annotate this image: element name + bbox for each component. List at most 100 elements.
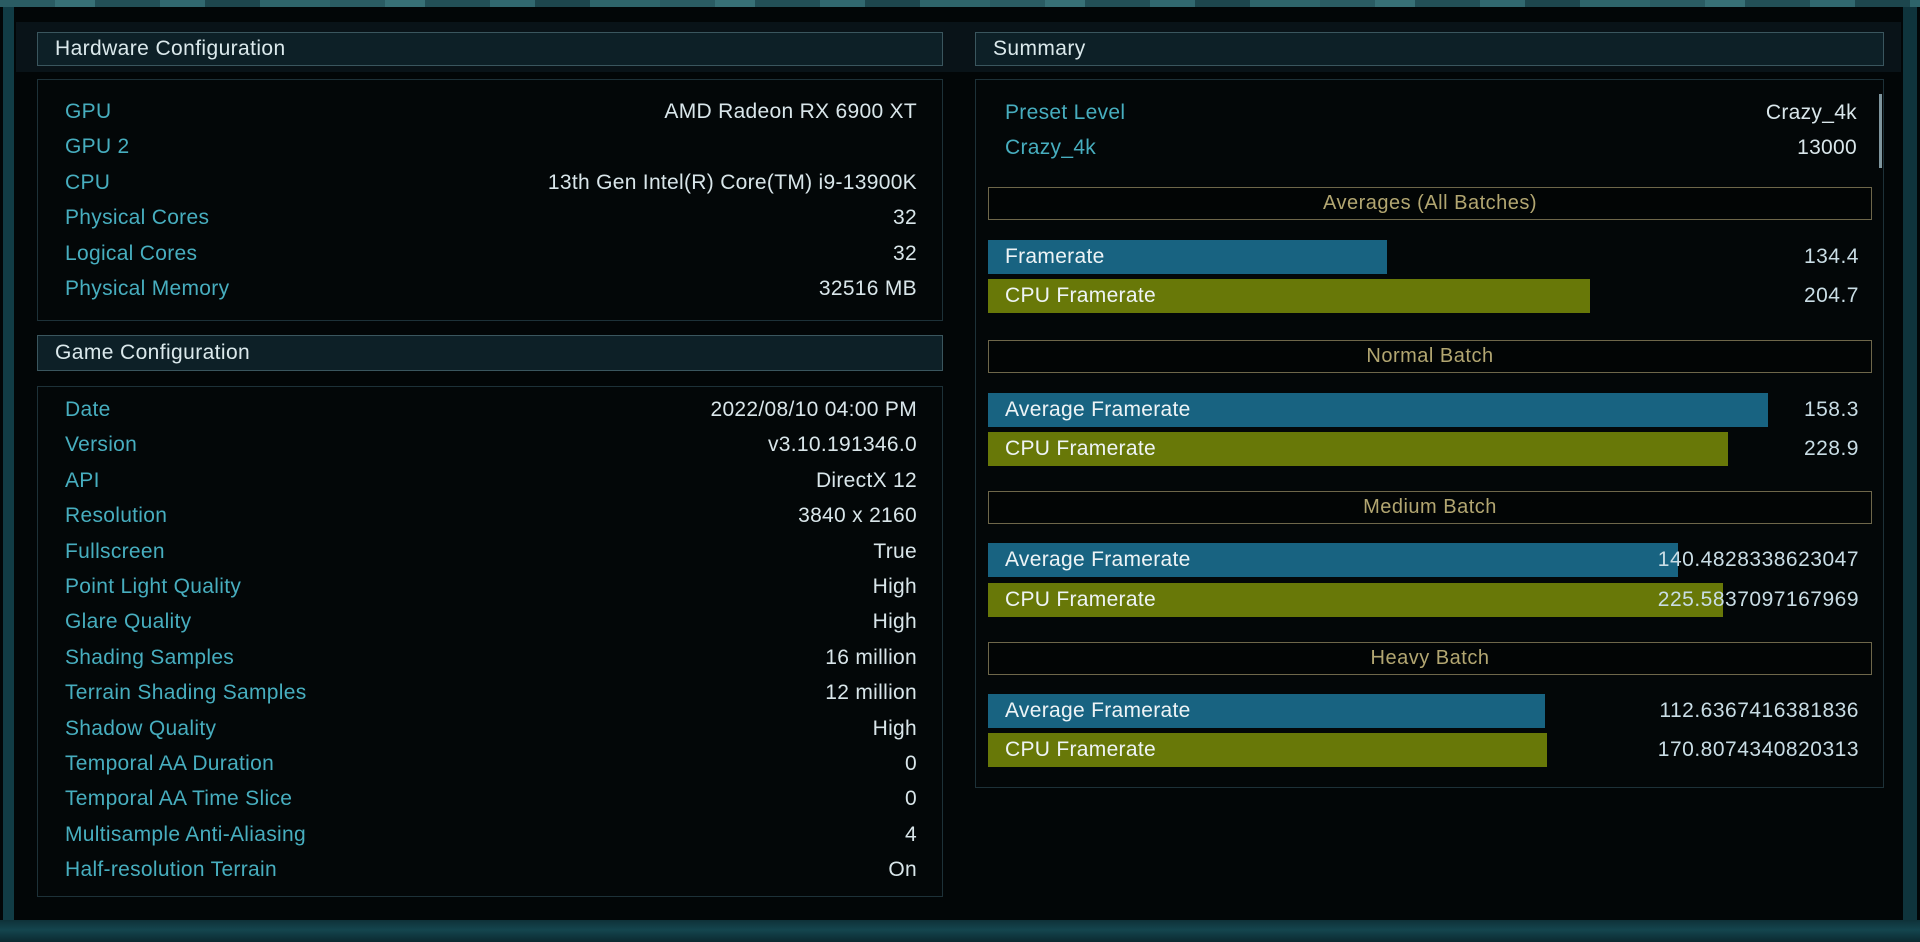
config-row: Shading Samples 16 million xyxy=(38,640,942,675)
config-value: 2022/08/10 04:00 PM xyxy=(710,398,917,421)
config-label: GPU xyxy=(65,100,112,123)
bar-value: 112.6367416381836 xyxy=(1659,699,1859,722)
config-label: Glare Quality xyxy=(65,610,192,634)
config-row: Version v3.10.191346.0 xyxy=(38,427,942,462)
bar-label: Average Framerate xyxy=(1005,548,1191,571)
config-value: On xyxy=(888,858,917,882)
config-value: High xyxy=(872,716,917,740)
game-config-list: Date 2022/08/10 04:00 PM Version v3.10.1913… xyxy=(37,386,943,897)
config-label: Version xyxy=(65,433,138,457)
bar-value: 140.4828338623047 xyxy=(1657,548,1859,571)
batch-section-header: Normal Batch xyxy=(988,340,1872,373)
bar-value: 134.4 xyxy=(1803,245,1859,268)
cpu-framerate-bar xyxy=(988,279,1590,313)
summary-header: Summary xyxy=(975,32,1884,66)
config-value: 32516 MB xyxy=(818,276,917,300)
config-label: CPU xyxy=(65,170,111,194)
config-row: Half-resolution Terrain On xyxy=(38,852,942,887)
window-right-border xyxy=(1903,7,1917,922)
cpu-framerate-bar xyxy=(988,733,1548,767)
config-label: Point Light Quality xyxy=(65,574,242,598)
config-row: Multisample Anti-Aliasing 4 xyxy=(38,817,942,852)
batch-section-title: Normal Batch xyxy=(1366,345,1494,367)
config-row: API DirectX 12 xyxy=(38,463,942,498)
config-row: CPU 13th Gen Intel(R) Core(TM) i9-13900K xyxy=(38,165,942,200)
config-row: Physical Cores 32 xyxy=(38,200,942,235)
bar-label: Average Framerate xyxy=(1005,699,1191,722)
gpu-framerate-bar xyxy=(988,543,1679,577)
config-row: Fullscreen True xyxy=(38,534,942,569)
bar-label: CPU Framerate xyxy=(1005,588,1156,611)
game-config-title: Game Configuration xyxy=(55,341,251,364)
config-value: 0 xyxy=(905,751,917,775)
framerate-bar-row: CPU Framerate 228.9 xyxy=(988,432,1874,466)
config-label: Temporal AA Duration xyxy=(65,751,275,775)
scrollbar-thumb[interactable] xyxy=(1879,94,1882,168)
config-value: AMD Radeon RX 6900 XT xyxy=(664,100,917,123)
bar-label: CPU Framerate xyxy=(1005,284,1156,307)
config-label: Terrain Shading Samples xyxy=(65,681,307,705)
hardware-config-title: Hardware Configuration xyxy=(55,37,286,60)
config-row: Shadow Quality High xyxy=(38,711,942,746)
config-row: Physical Memory 32516 MB xyxy=(38,271,942,306)
summary-info-label: Crazy_4k xyxy=(1005,136,1097,160)
summary-info-label: Preset Level xyxy=(1005,101,1126,124)
config-value: 3840 x 2160 xyxy=(798,504,917,528)
cpu-framerate-bar xyxy=(988,583,1724,617)
game-config-header: Game Configuration xyxy=(37,335,943,371)
batch-section-header: Medium Batch xyxy=(988,491,1872,524)
bar-value: 170.8074340820313 xyxy=(1657,738,1859,761)
config-row: GPU 2 xyxy=(38,129,942,164)
config-label: Resolution xyxy=(65,504,168,528)
config-row: Point Light Quality High xyxy=(38,569,942,604)
config-label: Logical Cores xyxy=(65,241,198,265)
config-value: True xyxy=(873,539,917,563)
config-value: 16 million xyxy=(825,645,917,669)
framerate-bar-row: CPU Framerate 225.5837097167969 xyxy=(988,583,1874,617)
framerate-bar-row: Average Framerate 158.3 xyxy=(988,393,1874,427)
gpu-framerate-bar xyxy=(988,694,1546,728)
framerate-bar-row: Average Framerate 140.4828338623047 xyxy=(988,543,1874,577)
config-value: 0 xyxy=(905,787,917,811)
summary-info-row: Crazy_4k 13000 xyxy=(976,130,1883,165)
bar-label: Framerate xyxy=(1005,245,1105,268)
config-value: High xyxy=(872,610,917,634)
window-top-accent xyxy=(0,0,1920,7)
summary-info-value: Crazy_4k xyxy=(1765,101,1857,124)
framerate-bar-row: Average Framerate 112.6367416381836 xyxy=(988,694,1874,728)
config-value: 32 xyxy=(893,241,917,265)
bar-value: 228.9 xyxy=(1803,437,1859,460)
config-label: API xyxy=(65,468,100,492)
config-label: Half-resolution Terrain xyxy=(65,858,277,882)
config-row: Temporal AA Time Slice 0 xyxy=(38,781,942,816)
bar-value: 204.7 xyxy=(1803,284,1859,307)
config-label: GPU 2 xyxy=(65,135,130,159)
bar-value: 225.5837097167969 xyxy=(1657,588,1859,611)
config-label: Fullscreen xyxy=(65,539,165,563)
cpu-framerate-bar xyxy=(988,432,1728,466)
config-value: 4 xyxy=(905,822,917,846)
config-value: 12 million xyxy=(825,681,917,705)
config-row: Temporal AA Duration 0 xyxy=(38,746,942,781)
config-value: 32 xyxy=(893,206,917,230)
config-row: GPU AMD Radeon RX 6900 XT xyxy=(38,94,942,129)
bar-label: CPU Framerate xyxy=(1005,437,1156,460)
gpu-framerate-bar xyxy=(988,393,1768,427)
batch-section-header: Heavy Batch xyxy=(988,642,1872,675)
summary-info-row: Preset Level Crazy_4k xyxy=(976,95,1883,130)
config-row: Logical Cores 32 xyxy=(38,236,942,271)
config-value: High xyxy=(872,574,917,598)
config-row: Glare Quality High xyxy=(38,604,942,639)
config-label: Physical Cores xyxy=(65,206,210,230)
summary-info-value: 13000 xyxy=(1797,136,1857,160)
framerate-bar-row: Framerate 134.4 xyxy=(988,240,1874,274)
batch-section-header: Averages (All Batches) xyxy=(988,187,1872,220)
window-left-border xyxy=(3,7,14,922)
bar-value: 158.3 xyxy=(1803,398,1859,421)
batch-section-title: Heavy Batch xyxy=(1370,647,1490,669)
bar-label: Average Framerate xyxy=(1005,398,1191,421)
summary-info-rows: Preset Level Crazy_4k Crazy_4k 13000 xyxy=(976,80,1883,166)
bar-label: CPU Framerate xyxy=(1005,738,1156,761)
summary-title: Summary xyxy=(993,37,1086,60)
